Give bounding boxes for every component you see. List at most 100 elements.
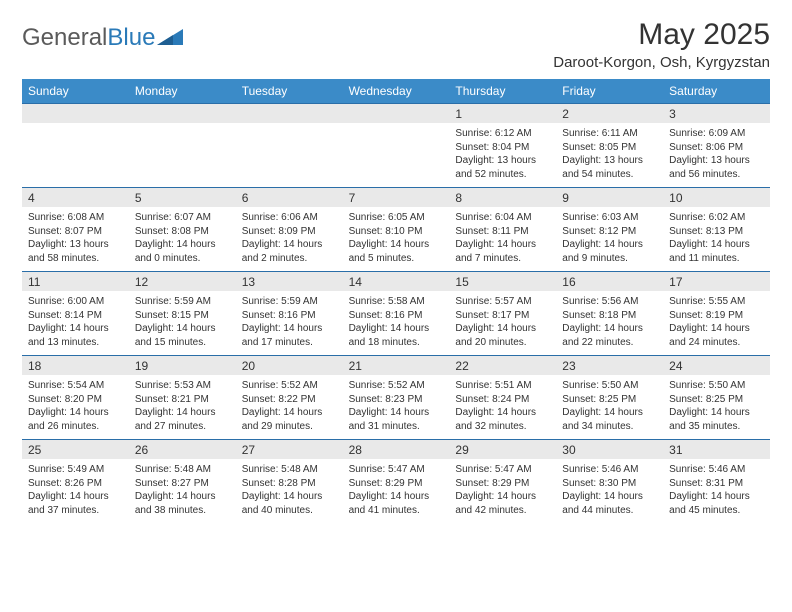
day-body: Sunrise: 5:55 AMSunset: 8:19 PMDaylight:… [663,291,770,355]
day-line: Sunset: 8:18 PM [562,309,657,323]
day-line: Sunrise: 5:49 AM [28,463,123,477]
day-body: Sunrise: 6:05 AMSunset: 8:10 PMDaylight:… [343,207,450,271]
day-cell: 2Sunrise: 6:11 AMSunset: 8:05 PMDaylight… [556,104,663,187]
day-line: and 58 minutes. [28,252,123,266]
day-line: Sunrise: 5:46 AM [562,463,657,477]
day-number: 18 [22,356,129,375]
day-body [343,123,450,181]
day-of-week-cell: Tuesday [236,79,343,103]
day-number: 30 [556,440,663,459]
day-line: Sunset: 8:06 PM [669,141,764,155]
day-cell: 11Sunrise: 6:00 AMSunset: 8:14 PMDayligh… [22,272,129,355]
day-number [129,104,236,123]
day-line: Daylight: 14 hours [669,406,764,420]
day-line: Daylight: 14 hours [562,238,657,252]
day-number: 8 [449,188,556,207]
day-line: Sunset: 8:24 PM [455,393,550,407]
day-cell: 3Sunrise: 6:09 AMSunset: 8:06 PMDaylight… [663,104,770,187]
day-number: 21 [343,356,450,375]
logo-text-1: General [22,24,107,52]
day-cell [343,104,450,187]
day-line: and 45 minutes. [669,504,764,518]
title-block: May 2025 Daroot-Korgon, Osh, Kyrgyzstan [553,18,770,71]
day-number: 17 [663,272,770,291]
day-cell: 4Sunrise: 6:08 AMSunset: 8:07 PMDaylight… [22,188,129,271]
day-line: Sunrise: 5:51 AM [455,379,550,393]
page: GeneralBlue May 2025 Daroot-Korgon, Osh,… [0,0,792,533]
weeks-container: 1Sunrise: 6:12 AMSunset: 8:04 PMDaylight… [22,103,770,523]
day-number: 11 [22,272,129,291]
day-body [236,123,343,181]
day-cell: 27Sunrise: 5:48 AMSunset: 8:28 PMDayligh… [236,440,343,523]
day-line: Daylight: 14 hours [135,490,230,504]
day-line: Sunrise: 6:03 AM [562,211,657,225]
day-body: Sunrise: 6:09 AMSunset: 8:06 PMDaylight:… [663,123,770,187]
day-line: Sunset: 8:16 PM [242,309,337,323]
day-cell: 21Sunrise: 5:52 AMSunset: 8:23 PMDayligh… [343,356,450,439]
day-number: 6 [236,188,343,207]
day-line: Daylight: 14 hours [242,322,337,336]
day-line: Sunset: 8:27 PM [135,477,230,491]
day-line: Daylight: 14 hours [349,406,444,420]
day-line: Sunrise: 5:46 AM [669,463,764,477]
header: GeneralBlue May 2025 Daroot-Korgon, Osh,… [22,18,770,71]
day-of-week-cell: Wednesday [343,79,450,103]
day-number [343,104,450,123]
day-line: and 27 minutes. [135,420,230,434]
day-line: and 17 minutes. [242,336,337,350]
day-line: and 44 minutes. [562,504,657,518]
day-body: Sunrise: 6:07 AMSunset: 8:08 PMDaylight:… [129,207,236,271]
day-line: Sunset: 8:22 PM [242,393,337,407]
day-of-week-row: SundayMondayTuesdayWednesdayThursdayFrid… [22,79,770,103]
day-line: Sunset: 8:21 PM [135,393,230,407]
day-body: Sunrise: 5:57 AMSunset: 8:17 PMDaylight:… [449,291,556,355]
day-line: Sunset: 8:12 PM [562,225,657,239]
day-cell: 30Sunrise: 5:46 AMSunset: 8:30 PMDayligh… [556,440,663,523]
day-cell: 13Sunrise: 5:59 AMSunset: 8:16 PMDayligh… [236,272,343,355]
day-of-week-cell: Sunday [22,79,129,103]
day-line: Daylight: 14 hours [28,322,123,336]
day-line: Daylight: 14 hours [455,238,550,252]
day-line: Sunrise: 6:07 AM [135,211,230,225]
day-line: Sunrise: 6:00 AM [28,295,123,309]
day-of-week-cell: Saturday [663,79,770,103]
day-line: Sunset: 8:25 PM [669,393,764,407]
day-cell: 1Sunrise: 6:12 AMSunset: 8:04 PMDaylight… [449,104,556,187]
day-line: Sunset: 8:04 PM [455,141,550,155]
day-number: 19 [129,356,236,375]
day-line: Sunrise: 6:06 AM [242,211,337,225]
day-line: Sunset: 8:31 PM [669,477,764,491]
day-body: Sunrise: 6:12 AMSunset: 8:04 PMDaylight:… [449,123,556,187]
day-line: Sunrise: 5:58 AM [349,295,444,309]
day-line: Sunrise: 5:47 AM [349,463,444,477]
day-line: Daylight: 14 hours [135,238,230,252]
day-line: Sunrise: 5:48 AM [242,463,337,477]
day-line: Daylight: 14 hours [242,238,337,252]
day-line: and 11 minutes. [669,252,764,266]
day-number: 20 [236,356,343,375]
day-line: Daylight: 13 hours [455,154,550,168]
day-line: Sunset: 8:16 PM [349,309,444,323]
logo-icon [157,24,183,52]
day-line: Sunset: 8:13 PM [669,225,764,239]
day-body: Sunrise: 5:59 AMSunset: 8:15 PMDaylight:… [129,291,236,355]
day-line: Sunrise: 5:54 AM [28,379,123,393]
day-line: Sunset: 8:30 PM [562,477,657,491]
month-title: May 2025 [553,18,770,52]
day-number: 31 [663,440,770,459]
day-line: Daylight: 14 hours [242,490,337,504]
day-body: Sunrise: 5:50 AMSunset: 8:25 PMDaylight:… [663,375,770,439]
day-line: Sunrise: 5:57 AM [455,295,550,309]
day-cell: 6Sunrise: 6:06 AMSunset: 8:09 PMDaylight… [236,188,343,271]
day-line: Sunrise: 5:56 AM [562,295,657,309]
day-cell: 19Sunrise: 5:53 AMSunset: 8:21 PMDayligh… [129,356,236,439]
day-line: and 9 minutes. [562,252,657,266]
day-line: Daylight: 13 hours [28,238,123,252]
day-cell: 12Sunrise: 5:59 AMSunset: 8:15 PMDayligh… [129,272,236,355]
week-row: 18Sunrise: 5:54 AMSunset: 8:20 PMDayligh… [22,355,770,439]
day-number: 29 [449,440,556,459]
day-number: 27 [236,440,343,459]
day-number: 4 [22,188,129,207]
day-line: and 2 minutes. [242,252,337,266]
day-line: and 38 minutes. [135,504,230,518]
